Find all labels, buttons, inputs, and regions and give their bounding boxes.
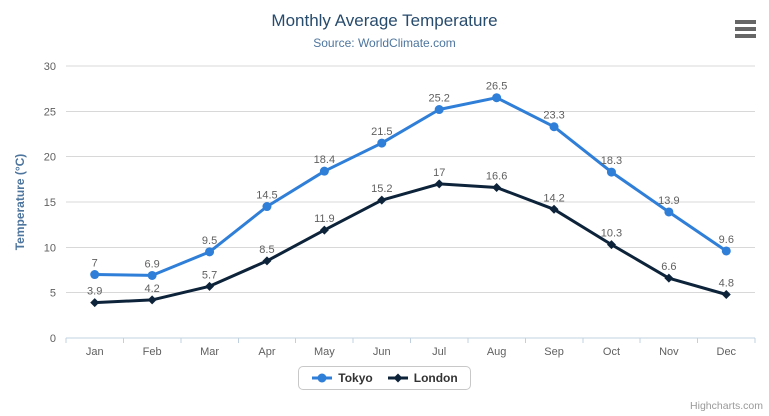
data-label: 9.6 bbox=[719, 234, 734, 246]
data-label: 6.6 bbox=[661, 261, 676, 273]
data-label: 14.2 bbox=[543, 192, 564, 204]
x-axis-tick-label: Mar bbox=[200, 346, 219, 358]
x-axis-tick-label: Feb bbox=[143, 346, 162, 358]
tokyo-point-Feb[interactable] bbox=[147, 270, 157, 280]
london-point-Aug[interactable] bbox=[492, 182, 502, 192]
london-series-marker-icon bbox=[387, 373, 408, 383]
x-axis-tick-label: Sep bbox=[544, 346, 564, 358]
data-label: 4.2 bbox=[144, 283, 159, 295]
hamburger-menu-icon bbox=[735, 27, 756, 31]
data-label: 15.2 bbox=[371, 183, 392, 195]
data-label: 21.5 bbox=[371, 126, 392, 138]
tokyo-point-Jul[interactable] bbox=[434, 105, 444, 115]
legend-label-london: London bbox=[413, 371, 458, 385]
data-label: 14.5 bbox=[256, 190, 277, 202]
x-axis-tick-label: Oct bbox=[603, 346, 620, 358]
chart-subtitle: Source: WorldClimate.com bbox=[313, 36, 456, 50]
y-axis-title: Temperature (°C) bbox=[13, 154, 27, 251]
data-label: 13.9 bbox=[658, 195, 679, 207]
tokyo-point-Jun[interactable] bbox=[377, 138, 387, 148]
tokyo-point-Dec[interactable] bbox=[721, 246, 731, 256]
x-axis-tick-label: Jun bbox=[373, 346, 391, 358]
y-axis-tick-label: 30 bbox=[44, 61, 56, 73]
y-axis-tick-label: 25 bbox=[44, 106, 56, 118]
y-axis-tick-label: 15 bbox=[44, 197, 56, 209]
london-point-Jan[interactable] bbox=[90, 298, 100, 308]
data-label: 11.9 bbox=[314, 213, 335, 225]
legend: Tokyo London bbox=[0, 366, 769, 390]
tokyo-point-Nov[interactable] bbox=[664, 207, 674, 217]
data-label: 5.7 bbox=[202, 269, 217, 281]
tokyo-series-line bbox=[93, 96, 728, 277]
x-axis-tick-label: Nov bbox=[659, 346, 679, 358]
x-axis-tick-label: Jul bbox=[432, 346, 446, 358]
y-axis-tick-label: 0 bbox=[50, 333, 56, 345]
london-point-May[interactable] bbox=[319, 225, 329, 235]
x-axis-tick-label: Apr bbox=[258, 346, 275, 358]
london-point-Oct[interactable] bbox=[606, 240, 616, 250]
london-point-Jun[interactable] bbox=[377, 195, 387, 205]
london-point-Dec[interactable] bbox=[721, 289, 731, 299]
data-label: 9.5 bbox=[202, 235, 217, 247]
data-label: 4.8 bbox=[719, 277, 734, 289]
data-label: 23.3 bbox=[543, 110, 564, 122]
data-label: 25.2 bbox=[428, 93, 449, 105]
london-series-line bbox=[93, 182, 728, 305]
x-axis-tick-label: Jan bbox=[86, 346, 104, 358]
data-label: 3.9 bbox=[87, 286, 102, 298]
tokyo-point-Apr[interactable] bbox=[262, 202, 272, 212]
chart-title: Monthly Average Temperature bbox=[271, 11, 498, 30]
london-point-Nov[interactable] bbox=[664, 273, 674, 283]
tokyo-point-May[interactable] bbox=[319, 166, 329, 176]
tokyo-point-Oct[interactable] bbox=[606, 167, 616, 177]
data-label: 7 bbox=[92, 258, 98, 270]
x-axis-tick-label: Aug bbox=[487, 346, 507, 358]
y-axis-tick-label: 10 bbox=[44, 242, 56, 254]
legend-label-tokyo: Tokyo bbox=[338, 371, 373, 385]
highcharts-credits[interactable]: Highcharts.com bbox=[690, 400, 763, 412]
data-label: 18.4 bbox=[314, 154, 335, 166]
data-label: 26.5 bbox=[486, 81, 507, 93]
x-axis-tick-label: May bbox=[314, 346, 335, 358]
london-point-Feb[interactable] bbox=[147, 295, 157, 305]
hamburger-menu-icon bbox=[735, 34, 756, 38]
hamburger-menu-icon bbox=[735, 20, 756, 24]
tokyo-point-Jan[interactable] bbox=[90, 270, 100, 280]
export-menu-button[interactable] bbox=[733, 15, 758, 40]
legend-item-tokyo[interactable]: Tokyo bbox=[311, 371, 373, 385]
london-point-Mar[interactable] bbox=[205, 281, 215, 291]
data-label: 10.3 bbox=[601, 228, 622, 240]
legend-box: Tokyo London bbox=[298, 366, 471, 390]
london-point-Apr[interactable] bbox=[262, 256, 272, 266]
y-axis-tick-label: 5 bbox=[50, 288, 56, 300]
legend-item-london[interactable]: London bbox=[387, 371, 458, 385]
data-label: 17 bbox=[433, 167, 445, 179]
london-point-Jul[interactable] bbox=[434, 179, 444, 189]
tokyo-point-Mar[interactable] bbox=[205, 247, 215, 257]
tokyo-point-Sep[interactable] bbox=[549, 122, 559, 132]
data-label: 18.3 bbox=[601, 155, 622, 167]
data-label: 8.5 bbox=[259, 244, 274, 256]
data-label: 6.9 bbox=[144, 258, 159, 270]
y-axis-tick-label: 20 bbox=[44, 152, 56, 164]
tokyo-series-marker-icon bbox=[312, 373, 333, 383]
tokyo-point-Aug[interactable] bbox=[492, 93, 502, 103]
data-label: 16.6 bbox=[486, 170, 507, 182]
london-point-Sep[interactable] bbox=[549, 204, 559, 214]
x-axis-tick-label: Dec bbox=[717, 346, 737, 358]
